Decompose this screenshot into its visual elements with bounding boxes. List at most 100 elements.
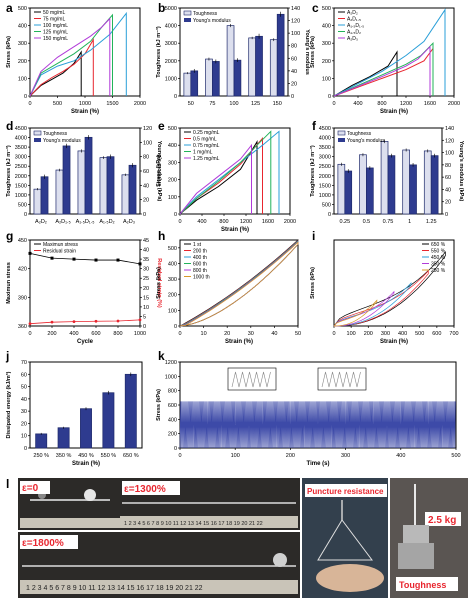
x-tick-label-h: 20: [224, 331, 230, 337]
legend-label-f: Young's modulus: [347, 138, 385, 144]
chart-j: 0 10 20 30 40 50 60 70 Strain (%) Dissipated ener…: [5, 360, 143, 467]
label-eps0-box: [20, 481, 50, 494]
legend-label-f: Toughness: [347, 131, 372, 137]
legend-label-i: 250 %: [431, 268, 446, 274]
bar-toughness-d: [55, 169, 64, 215]
series-line-g: [29, 319, 141, 325]
y-tick-label-e: 500: [168, 126, 177, 132]
y-tick-label-k: 0: [174, 446, 177, 452]
y2-tick-label-d: 60: [143, 169, 149, 175]
legend-label-c: A₂D₂: [347, 10, 358, 16]
legend-label-h: 200 th: [193, 249, 207, 255]
x-tick-label-e: 800: [219, 219, 228, 225]
y-tick-label-d: 2500: [15, 164, 27, 170]
puncture-film: [317, 519, 373, 561]
category-label-d: A₂D₃: [123, 219, 135, 225]
photo-panel: 1 2 3 4 5 6 7 8 9 10 11 12 13 14 15 16 1…: [18, 478, 468, 598]
bar-modulus-d: [128, 164, 137, 215]
inset-signal-k: [231, 371, 271, 388]
series-line-a: [29, 17, 111, 97]
x-axis-title-g: Cycle: [77, 339, 94, 345]
inset-signal-k: [321, 371, 361, 388]
y2-tick-label-f: 60: [445, 175, 451, 181]
label-eps1300-box: [122, 481, 180, 495]
legend-label-e: 1 mg/mL: [193, 150, 213, 156]
y-tick-label-d: 3000: [15, 155, 27, 161]
y-tick-label-f: 1000: [319, 193, 331, 199]
bar-modulus-f: [409, 164, 417, 215]
x-tick-label-c: 0: [332, 101, 335, 107]
legend-label-h: 400 th: [193, 255, 207, 261]
y2-tick-label-g: 25: [143, 276, 149, 282]
chart-k: 0 100 200 300 400 500 0 200 400 600 800 1000 1200 Tim…: [156, 360, 461, 467]
bar-toughness-f: [380, 141, 389, 215]
y2-tick-label-f: 140: [445, 126, 454, 132]
bar-toughness-f: [359, 154, 367, 215]
panel-label-d: d: [6, 119, 13, 133]
y2-tick-label-b: 120: [291, 19, 300, 25]
y2-axis-title-d: Young's modulus (kPa): [156, 141, 162, 202]
clamp-3: [273, 553, 287, 567]
bar-modulus-f: [344, 170, 353, 215]
y2-tick-label-g: 35: [143, 257, 149, 263]
y-tick-label-g: 420: [18, 267, 27, 273]
y2-tick-label-b: 140: [291, 6, 300, 12]
y-axis-title-b: Toughness (kJ m⁻³): [155, 26, 162, 78]
chart-e: 0 400 800 1200 1600 2000 0 100 200 300 400 500 Strai…: [156, 126, 296, 233]
bar-toughness-f: [337, 163, 346, 215]
legend-label-e: 1.25 mg/mL: [193, 156, 220, 162]
category-label-f: 1.25: [426, 219, 437, 225]
x-tick-label-g: 400: [69, 331, 78, 337]
panel-label-k: k: [158, 349, 165, 363]
y-tick-label-f: 4000: [319, 136, 331, 142]
bar-j: [124, 373, 137, 449]
point-g: [138, 318, 142, 322]
series-line-c: [333, 41, 434, 97]
bar-toughness-b: [205, 58, 213, 97]
y-axis-title-f: Toughness (kJ m⁻³): [309, 145, 316, 197]
legend-label-h: 600 th: [193, 262, 207, 268]
y-tick-label-f: 4500: [319, 126, 331, 132]
y-tick-label-e: 0: [174, 212, 177, 218]
legend-label-c: A₂D₃: [347, 36, 358, 42]
y-tick-label-j: 70: [21, 360, 27, 366]
y-tick-label-k: 400: [168, 417, 177, 423]
y2-tick-label-d: 20: [143, 198, 149, 204]
y-tick-label-j: 10: [21, 434, 27, 440]
x-tick-label-c: 1600: [424, 101, 436, 107]
y-tick-label-h: 200: [168, 293, 177, 299]
series-line-c: [333, 45, 431, 97]
y2-axis-title-g: Residual strain (%): [156, 258, 162, 308]
y-tick-label-a: 300: [18, 41, 27, 47]
y-tick-label-f: 2500: [319, 164, 331, 170]
legend-label-a: 150 mg/mL: [43, 36, 68, 42]
y-tick-label-a: 0: [24, 94, 27, 100]
legend-label-h: 800 th: [193, 268, 207, 274]
bar-modulus-b: [276, 13, 285, 97]
label-toughness: Toughness: [399, 580, 446, 590]
bar-toughness-f: [402, 149, 410, 215]
y-tick-label-e: 100: [168, 195, 177, 201]
x-tick-label-a: 1000: [79, 101, 91, 107]
bar-j: [102, 392, 115, 449]
legend-label-h: 1000 th: [193, 275, 210, 281]
panel-label-h: h: [158, 229, 165, 243]
x-tick-label-a: 0: [28, 101, 31, 107]
y-axis-title-e: Stress (kPa): [156, 155, 162, 187]
y-tick-label-c: 500: [322, 6, 331, 12]
bar-toughness-b: [269, 39, 278, 97]
bar-modulus-f: [430, 155, 439, 215]
bar-j: [35, 433, 48, 449]
bar-modulus-f: [366, 167, 374, 215]
y2-tick-label-d: 0: [143, 212, 146, 218]
legend-label-i: 450 %: [431, 255, 446, 261]
legend-label-b: Toughness: [193, 11, 218, 17]
legend-swatch-b: [184, 18, 191, 22]
x-axis-title-k: Time (s): [307, 461, 330, 467]
x-tick-label-h: 10: [201, 331, 207, 337]
y-tick-label-j: 60: [21, 372, 27, 378]
category-label-d: A₂D₁.₅: [55, 219, 70, 225]
y-tick-label-a: 500: [18, 6, 27, 12]
y-tick-label-j: 40: [21, 397, 27, 403]
